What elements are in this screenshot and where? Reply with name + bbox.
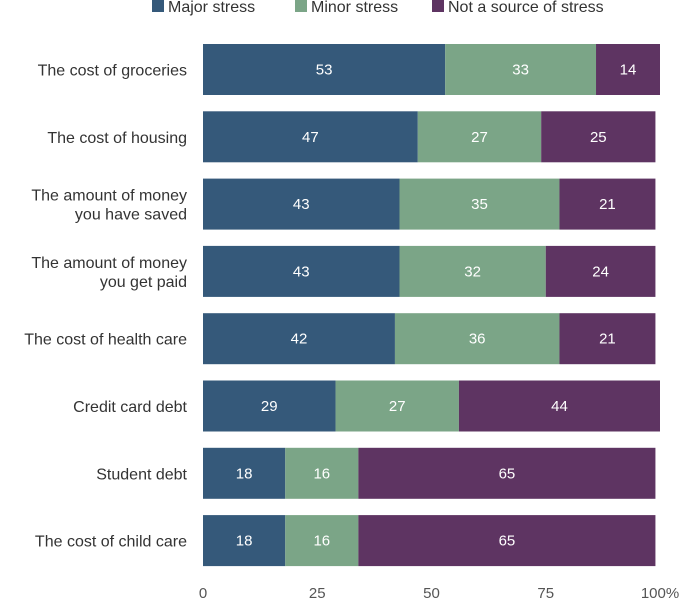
x-tick-label: 75 xyxy=(537,585,554,600)
category-label: The cost of child care xyxy=(35,534,187,551)
bar-value-label: 29 xyxy=(261,398,278,415)
legend-swatch xyxy=(152,0,164,12)
x-axis: 0 25 50 75 100% xyxy=(199,585,679,602)
bar-value-label: 16 xyxy=(313,533,330,550)
bar-value-label: 65 xyxy=(499,533,516,550)
chart-legend: Major stress Minor stress Not a source of … xyxy=(152,0,604,16)
bar-value-label: 53 xyxy=(316,62,333,79)
category-labels: The cost of groceries The cost of housing… xyxy=(24,63,187,551)
bar-value-label: 65 xyxy=(499,465,516,482)
legend-swatch xyxy=(295,0,307,12)
category-label: The amount of money you have saved xyxy=(31,188,187,224)
bar-segment xyxy=(203,515,286,567)
bar-value-label: 42 xyxy=(291,331,308,348)
bar-segment xyxy=(203,313,395,365)
bar-segment xyxy=(203,178,400,230)
category-label: The cost of housing xyxy=(47,130,187,147)
category-label: The cost of groceries xyxy=(38,63,187,80)
bar-value-label: 18 xyxy=(236,465,253,482)
bar-value-label: 47 xyxy=(302,129,319,146)
category-label: Student debt xyxy=(96,466,187,483)
legend-label: Minor stress xyxy=(311,0,398,16)
x-tick-label: 100% xyxy=(641,585,679,600)
bar-value-label: 16 xyxy=(313,465,330,482)
bar-value-label: 32 xyxy=(464,263,481,280)
bar-segment xyxy=(285,515,359,567)
bar-segment xyxy=(203,245,400,297)
bar-segment xyxy=(335,380,459,432)
x-tick-label: 50 xyxy=(423,585,440,600)
bar-value-label: 36 xyxy=(469,331,486,348)
bar-segment xyxy=(417,111,542,163)
bar-value-label: 21 xyxy=(599,331,616,348)
bar-value-label: 21 xyxy=(599,196,616,213)
x-tick-label: 25 xyxy=(309,585,326,600)
bar-value-label: 35 xyxy=(471,196,488,213)
category-label: Credit card debt xyxy=(73,399,187,416)
bar-value-label: 44 xyxy=(551,398,568,415)
legend-swatch xyxy=(432,0,444,12)
bar-segment xyxy=(596,44,660,95)
legend-label: Not a source of stress xyxy=(448,0,604,16)
bar-value-label: 27 xyxy=(389,398,406,415)
bar-segment xyxy=(394,313,560,365)
category-label: The amount of money you get paid xyxy=(31,255,187,291)
bar-segment xyxy=(545,245,656,297)
bar-value-label: 43 xyxy=(293,263,310,280)
bar-segment xyxy=(203,44,446,95)
bar-segment xyxy=(559,178,656,230)
bar-segment xyxy=(203,447,286,499)
bar-value-label: 43 xyxy=(293,196,310,213)
bar-segment xyxy=(399,178,560,230)
bar-value-label: 24 xyxy=(592,263,609,280)
bar-segment xyxy=(358,515,656,567)
bar-segment xyxy=(203,111,418,163)
bar-value-label: 33 xyxy=(512,62,529,79)
bar-segment xyxy=(445,44,597,95)
bar-segment xyxy=(285,447,359,499)
bar-segment xyxy=(203,380,336,432)
bar-segment xyxy=(358,447,656,499)
bar-value-label: 14 xyxy=(620,62,637,79)
x-tick-label: 0 xyxy=(199,585,207,600)
bar-segment xyxy=(541,111,656,163)
bar-value-label: 27 xyxy=(471,129,488,146)
bar-segment xyxy=(458,380,660,432)
category-label: The cost of health care xyxy=(24,332,187,349)
bar-segment xyxy=(559,313,656,365)
chart-bars: 53 33 14 47 27 25 43 35 21 43 32 24 42 36 21 29 27 44 18 16… xyxy=(203,44,660,567)
bar-segment xyxy=(399,245,546,297)
bar-value-label: 18 xyxy=(236,533,253,550)
legend-label: Major stress xyxy=(168,0,255,16)
bar-value-label: 25 xyxy=(590,129,607,146)
